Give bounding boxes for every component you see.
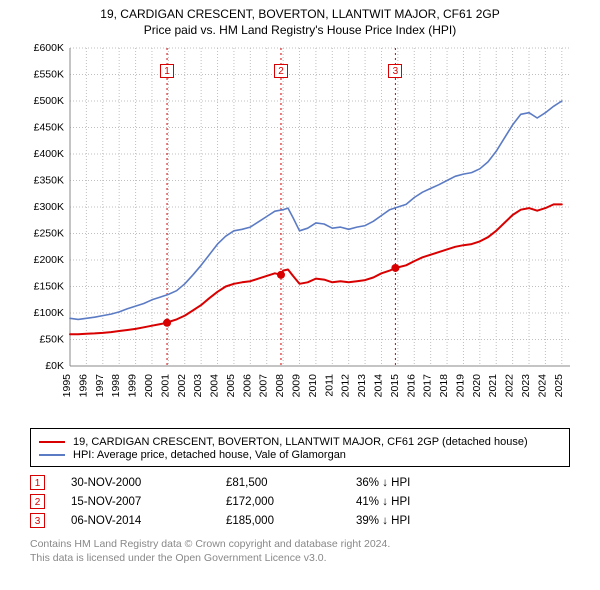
legend-box: 19, CARDIGAN CRESCENT, BOVERTON, LLANTWI… (30, 428, 570, 467)
sales-date: 15-NOV-2007 (71, 496, 226, 508)
x-tick-label: 2003 (192, 374, 204, 398)
x-tick-label: 2011 (323, 374, 335, 397)
y-tick-label: £50K (39, 334, 64, 346)
y-tick-label: £450K (34, 122, 64, 134)
x-tick-label: 2006 (241, 374, 253, 398)
sales-date: 06-NOV-2014 (71, 515, 226, 527)
sales-row: 3 06-NOV-2014£185,00039% ↓ HPI (30, 513, 570, 528)
footer-line-2: This data is licensed under the Open Gov… (30, 552, 570, 566)
y-tick-label: £0K (45, 360, 64, 372)
x-tick-label: 2001 (159, 374, 171, 398)
legend-swatch (39, 454, 65, 456)
legend-row: 19, CARDIGAN CRESCENT, BOVERTON, LLANTWI… (39, 436, 561, 448)
legend-label: 19, CARDIGAN CRESCENT, BOVERTON, LLANTWI… (73, 436, 528, 448)
legend-row: HPI: Average price, detached house, Vale… (39, 449, 561, 461)
sales-price: £172,000 (226, 496, 356, 508)
title-line-2: Price paid vs. HM Land Registry's House … (4, 22, 596, 38)
legend-label: HPI: Average price, detached house, Vale… (73, 449, 346, 461)
legend-swatch (39, 441, 65, 443)
x-tick-label: 2022 (504, 374, 516, 398)
chart-area: £0K £50K £100K £150K £200K £250K £300K £350K £40… (20, 42, 580, 422)
x-tick-label: 2019 (454, 374, 466, 398)
y-tick-label: £250K (34, 228, 64, 240)
sales-price: £81,500 (226, 477, 356, 489)
x-tick-label: 2013 (356, 374, 368, 398)
x-tick-label: 1996 (77, 374, 89, 398)
sales-num-box: 2 (30, 494, 45, 509)
footer-line-1: Contains HM Land Registry data © Crown c… (30, 538, 570, 552)
x-tick-label: 2018 (438, 374, 450, 398)
x-tick-label: 1995 (61, 374, 73, 398)
y-tick-label: £200K (34, 254, 64, 266)
x-tick-label: 2017 (422, 374, 434, 398)
x-tick-label: 2010 (307, 374, 319, 398)
sales-hpi: 39% ↓ HPI (356, 515, 410, 527)
x-tick-label: 1999 (127, 374, 139, 398)
footer: Contains HM Land Registry data © Crown c… (30, 538, 570, 565)
x-tick-label: 2021 (487, 374, 499, 398)
sales-hpi: 41% ↓ HPI (356, 496, 410, 508)
x-tick-label: 2008 (274, 374, 286, 398)
chart-titles: 19, CARDIGAN CRESCENT, BOVERTON, LLANTWI… (0, 0, 600, 40)
x-tick-label: 2015 (389, 374, 401, 398)
y-tick-label: £500K (34, 95, 64, 107)
y-tick-label: £150K (34, 281, 64, 293)
x-tick-label: 2012 (340, 374, 352, 398)
sales-row: 1 30-NOV-2000£81,50036% ↓ HPI (30, 475, 570, 490)
sales-price: £185,000 (226, 515, 356, 527)
x-tick-label: 1998 (110, 374, 122, 398)
sales-table: 1 30-NOV-2000£81,50036% ↓ HPI 2 15-NOV-2007… (30, 475, 570, 528)
x-tick-label: 2007 (258, 374, 270, 398)
y-tick-label: £600K (34, 42, 64, 54)
x-tick-label: 2005 (225, 374, 237, 398)
sale-marker-box: 2 (274, 64, 288, 78)
y-tick-label: £300K (34, 201, 64, 213)
x-tick-label: 1997 (94, 374, 106, 398)
x-tick-label: 2025 (553, 374, 565, 398)
y-tick-label: £100K (34, 307, 64, 319)
chart-svg: £0K £50K £100K £150K £200K £250K £300K £350K £40… (20, 42, 580, 422)
x-tick-label: 2004 (209, 374, 221, 398)
y-tick-label: £550K (34, 69, 64, 81)
title-line-1: 19, CARDIGAN CRESCENT, BOVERTON, LLANTWI… (4, 6, 596, 22)
x-tick-label: 2023 (520, 374, 532, 398)
x-tick-label: 2016 (405, 374, 417, 398)
x-tick-label: 2024 (536, 374, 548, 398)
x-tick-label: 2020 (471, 374, 483, 398)
sales-hpi: 36% ↓ HPI (356, 477, 410, 489)
y-tick-label: £350K (34, 175, 64, 187)
y-tick-label: £400K (34, 148, 64, 160)
sale-marker-box: 3 (388, 64, 402, 78)
sales-row: 2 15-NOV-2007£172,00041% ↓ HPI (30, 494, 570, 509)
x-tick-label: 2014 (372, 374, 384, 398)
x-tick-label: 2000 (143, 374, 155, 398)
sales-num-box: 3 (30, 513, 45, 528)
x-tick-label: 2002 (176, 374, 188, 398)
x-tick-label: 2009 (291, 374, 303, 398)
sale-marker-box: 1 (160, 64, 174, 78)
sales-num-box: 1 (30, 475, 45, 490)
sales-date: 30-NOV-2000 (71, 477, 226, 489)
